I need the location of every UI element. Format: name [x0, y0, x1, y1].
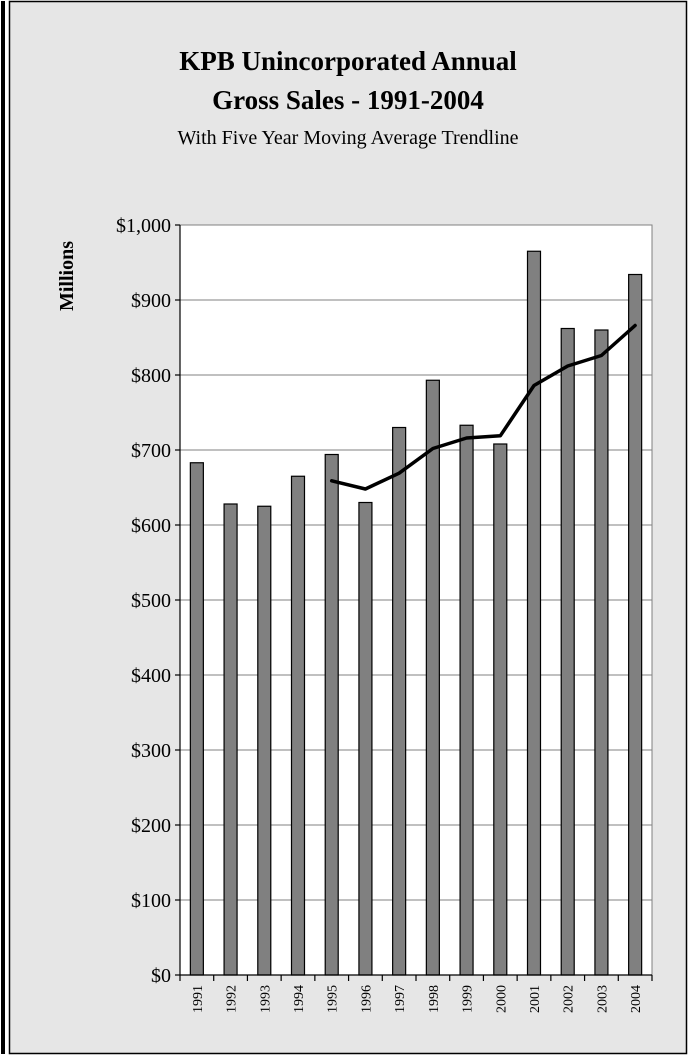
x-tick-label-2001: 2001	[528, 985, 543, 1013]
x-tick-label-1998: 1998	[427, 985, 442, 1013]
x-tick-label-2000: 2000	[494, 985, 509, 1013]
y-tick-label: $0	[151, 965, 171, 987]
bar-2004	[629, 275, 642, 976]
x-tick-label-1994: 1994	[292, 985, 307, 1013]
x-tick-label-1995: 1995	[326, 985, 341, 1013]
bar-2003	[595, 330, 608, 975]
bar-2001	[528, 251, 541, 975]
chart-title-line-2: Gross Sales - 1991-2004	[212, 85, 484, 115]
y-tick-label: $1,000	[116, 215, 171, 237]
chart-subtitle: With Five Year Moving Average Trendline	[177, 127, 518, 149]
x-tick-label-1997: 1997	[393, 985, 408, 1013]
y-tick-label: $900	[131, 290, 171, 312]
y-tick-label: $200	[131, 815, 171, 837]
bar-1998	[426, 380, 439, 975]
bar-1994	[292, 476, 305, 975]
chart-frame-outer	[1, 1, 5, 1054]
x-tick-label-1999: 1999	[461, 985, 476, 1013]
bar-1993	[258, 506, 271, 975]
bar-1995	[325, 455, 338, 976]
y-tick-label: $500	[131, 590, 171, 612]
y-tick-label: $400	[131, 665, 171, 687]
y-tick-label: $100	[131, 890, 171, 912]
y-tick-label: $700	[131, 440, 171, 462]
bar-2000	[494, 444, 507, 975]
y-tick-label: $800	[131, 365, 171, 387]
x-tick-label-1992: 1992	[225, 985, 240, 1013]
x-tick-label-2002: 2002	[562, 985, 577, 1013]
bar-2002	[561, 329, 574, 976]
y-axis-label: Millions	[56, 241, 78, 311]
x-tick-label-2003: 2003	[595, 985, 610, 1013]
x-tick-label-2004: 2004	[629, 985, 644, 1013]
y-tick-label: $600	[131, 515, 171, 537]
bar-1996	[359, 503, 372, 976]
bar-1992	[224, 504, 237, 975]
chart-title-line-1: KPB Unincorporated Annual	[179, 46, 517, 76]
x-tick-label-1993: 1993	[258, 985, 273, 1013]
bar-1997	[393, 428, 406, 976]
y-tick-label: $300	[131, 740, 171, 762]
bar-1999	[460, 425, 473, 975]
x-tick-label-1991: 1991	[191, 985, 206, 1013]
bar-1991	[190, 463, 203, 975]
x-tick-label-1996: 1996	[359, 985, 374, 1013]
